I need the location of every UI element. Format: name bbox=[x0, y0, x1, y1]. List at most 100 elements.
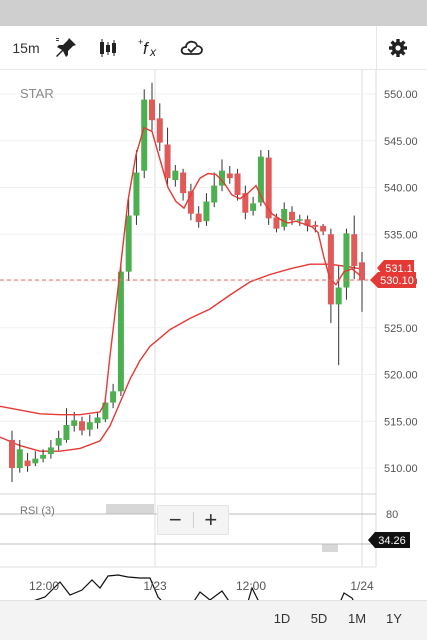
zoom-out-button[interactable]: − bbox=[168, 507, 182, 532]
candle-body bbox=[94, 417, 101, 424]
chart-area[interactable]: STAR 550.00545.00540.00535.00530.00525.0… bbox=[0, 70, 427, 621]
candle bbox=[164, 127, 171, 186]
time-axis: 12:00 1/23 12:00 1/24 bbox=[0, 566, 376, 593]
candle-body bbox=[47, 447, 54, 454]
candle bbox=[203, 193, 210, 226]
candle bbox=[149, 82, 155, 131]
candle bbox=[172, 165, 179, 187]
candle bbox=[63, 408, 70, 443]
status-bar bbox=[0, 0, 427, 26]
candle-body bbox=[79, 421, 85, 431]
candle-body bbox=[149, 99, 155, 121]
candle-body bbox=[296, 219, 303, 221]
indicators-pin-icon[interactable] bbox=[50, 32, 82, 64]
price-tick: 520.00 bbox=[384, 370, 418, 382]
candle-body bbox=[63, 424, 70, 440]
rsi-oversold-fill bbox=[322, 544, 338, 552]
candle bbox=[187, 183, 194, 221]
candle bbox=[320, 223, 327, 236]
candle bbox=[195, 206, 202, 228]
candle bbox=[32, 451, 39, 467]
candle bbox=[359, 252, 365, 312]
candle-body bbox=[343, 233, 350, 288]
price-axis: 550.00545.00540.00535.00530.00525.00520.… bbox=[375, 70, 418, 567]
candle-body bbox=[172, 170, 179, 181]
price-chart[interactable]: STAR 550.00545.00540.00535.00530.00525.0… bbox=[0, 70, 427, 621]
candle-body bbox=[242, 193, 249, 213]
range-1d-button[interactable]: 1D bbox=[273, 611, 291, 626]
range-1y-button[interactable]: 1Y bbox=[386, 611, 402, 626]
candle bbox=[296, 214, 303, 226]
candle-body bbox=[312, 224, 319, 227]
candle bbox=[24, 453, 31, 472]
candle-body bbox=[164, 144, 171, 179]
time-tick: 1/24 bbox=[350, 579, 374, 593]
candle-body bbox=[32, 458, 39, 464]
zoom-in-button[interactable]: + bbox=[204, 507, 218, 532]
price-tick: 515.00 bbox=[384, 416, 418, 428]
candle-body bbox=[9, 439, 15, 468]
candle-body bbox=[180, 172, 187, 194]
candle-body bbox=[55, 438, 62, 446]
svg-text:530.10: 530.10 bbox=[380, 275, 414, 287]
candle bbox=[79, 416, 85, 436]
candle bbox=[351, 215, 358, 280]
rsi-label: RSI (3) bbox=[20, 505, 55, 517]
candle bbox=[55, 430, 62, 451]
candle bbox=[335, 266, 342, 366]
candle-body bbox=[110, 391, 117, 403]
svg-text:34.26: 34.26 bbox=[378, 535, 406, 547]
candle-body bbox=[40, 454, 47, 459]
candle-body bbox=[16, 449, 23, 468]
time-tick: 12:00 bbox=[29, 579, 59, 593]
candle-body bbox=[125, 215, 132, 272]
time-tick: 12:00 bbox=[236, 579, 266, 593]
candle-body bbox=[102, 402, 109, 420]
price-tick: 535.00 bbox=[384, 229, 418, 241]
svg-text:+: + bbox=[138, 37, 143, 47]
candle-body bbox=[359, 262, 365, 281]
rsi-tick-80: 80 bbox=[386, 509, 398, 521]
candle-body bbox=[219, 170, 225, 186]
candle-body bbox=[24, 460, 31, 467]
candlestick-icon[interactable] bbox=[92, 32, 124, 64]
range-1m-button[interactable]: 1M bbox=[347, 611, 367, 626]
chart-toolbar: 15m f x + bbox=[0, 26, 427, 70]
candle bbox=[9, 430, 15, 483]
candle-body bbox=[327, 234, 334, 305]
gear-icon[interactable] bbox=[384, 32, 412, 64]
candle bbox=[242, 185, 249, 220]
candle-body bbox=[156, 118, 163, 143]
function-fx-icon[interactable]: f x + bbox=[134, 32, 166, 64]
candle bbox=[141, 89, 148, 179]
candle-body bbox=[133, 172, 140, 216]
candle-body bbox=[86, 422, 93, 430]
interval-selector[interactable]: 15m bbox=[12, 40, 40, 56]
candle-body bbox=[187, 191, 194, 214]
candle-body bbox=[335, 287, 342, 305]
price-tick: 525.00 bbox=[384, 323, 418, 335]
range-bar: 1D 5D 1M 1Y bbox=[0, 600, 427, 640]
symbol-label: STAR bbox=[20, 86, 54, 101]
cloud-check-icon[interactable] bbox=[176, 32, 208, 64]
candle-body bbox=[141, 99, 148, 171]
candle-body bbox=[211, 185, 218, 203]
candle bbox=[133, 150, 140, 225]
candle bbox=[180, 168, 187, 201]
candle bbox=[234, 168, 241, 201]
candle bbox=[327, 228, 334, 324]
candle bbox=[219, 159, 225, 192]
candle-body bbox=[117, 271, 124, 392]
candle bbox=[125, 198, 132, 281]
range-5d-button[interactable]: 5D bbox=[310, 611, 328, 626]
toolbar-divider bbox=[376, 26, 377, 70]
zoom-divider bbox=[192, 512, 194, 528]
candlesticks bbox=[9, 82, 365, 483]
candle-body bbox=[257, 156, 264, 203]
candle-body bbox=[304, 219, 311, 226]
candle-body bbox=[234, 173, 241, 195]
candle-body bbox=[273, 217, 280, 229]
candle-body bbox=[71, 420, 78, 426]
candle bbox=[16, 439, 23, 473]
candle bbox=[226, 165, 233, 184]
